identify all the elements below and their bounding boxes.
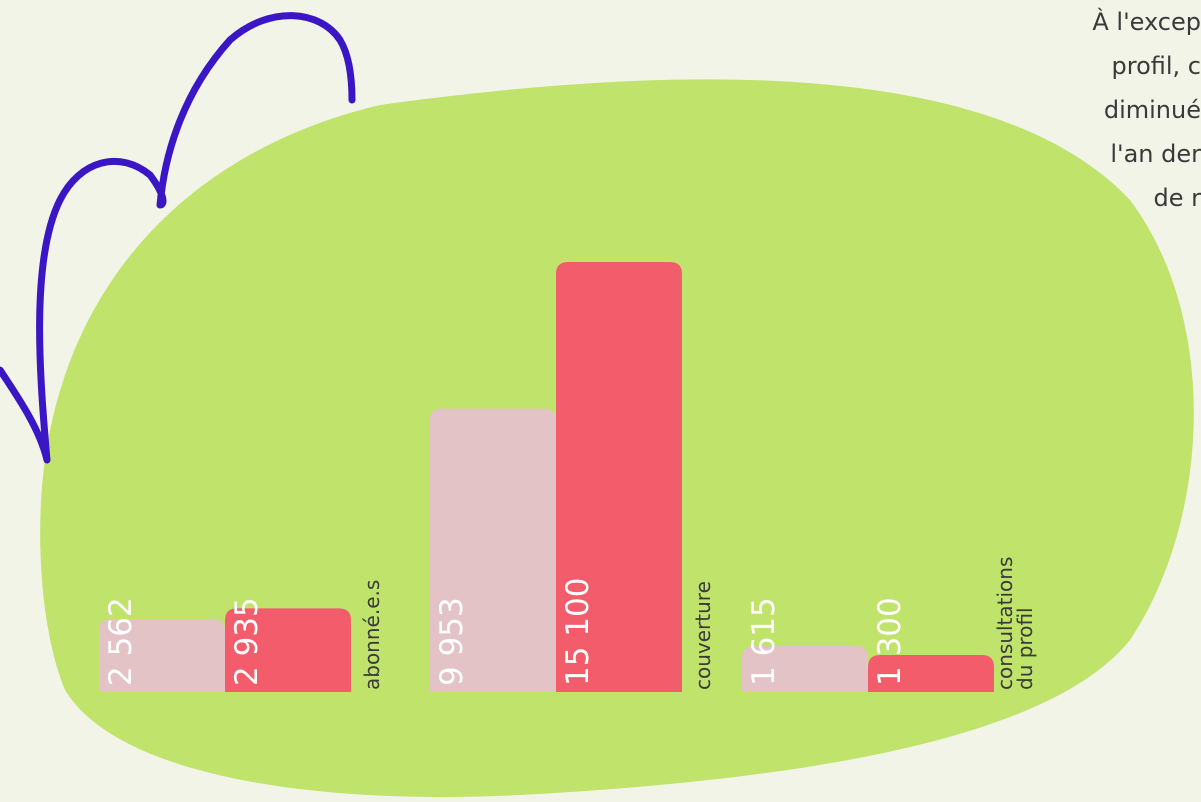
category-label: couverture bbox=[691, 581, 715, 690]
bar-value-label: 1 615 bbox=[746, 597, 782, 686]
bar-value-label: 1 300 bbox=[872, 597, 908, 686]
bar bbox=[430, 408, 556, 692]
bar-value-label: 9 953 bbox=[434, 597, 470, 686]
bar-value-label: 2 935 bbox=[229, 597, 265, 686]
bar bbox=[868, 654, 994, 692]
side-line: profil, c bbox=[1111, 52, 1201, 80]
category-label: abonné.e.s bbox=[360, 580, 384, 690]
side-paragraph: À l'excep profil, c diminué l'an der de … bbox=[941, 0, 1201, 220]
side-line: de r bbox=[1153, 184, 1201, 212]
category-label: du profil bbox=[1013, 607, 1037, 690]
side-line: À l'excep bbox=[1092, 8, 1201, 36]
bar-value-label: 15 100 bbox=[560, 578, 596, 686]
bar bbox=[556, 262, 682, 692]
bar bbox=[742, 646, 868, 692]
side-line: l'an der bbox=[1110, 140, 1201, 168]
side-line: diminué bbox=[1103, 96, 1201, 124]
bar-value-label: 2 562 bbox=[103, 597, 139, 686]
scribble-decoration bbox=[0, 12, 356, 464]
bar bbox=[99, 619, 225, 692]
bar bbox=[225, 608, 351, 692]
category-label: consultations bbox=[993, 557, 1017, 690]
